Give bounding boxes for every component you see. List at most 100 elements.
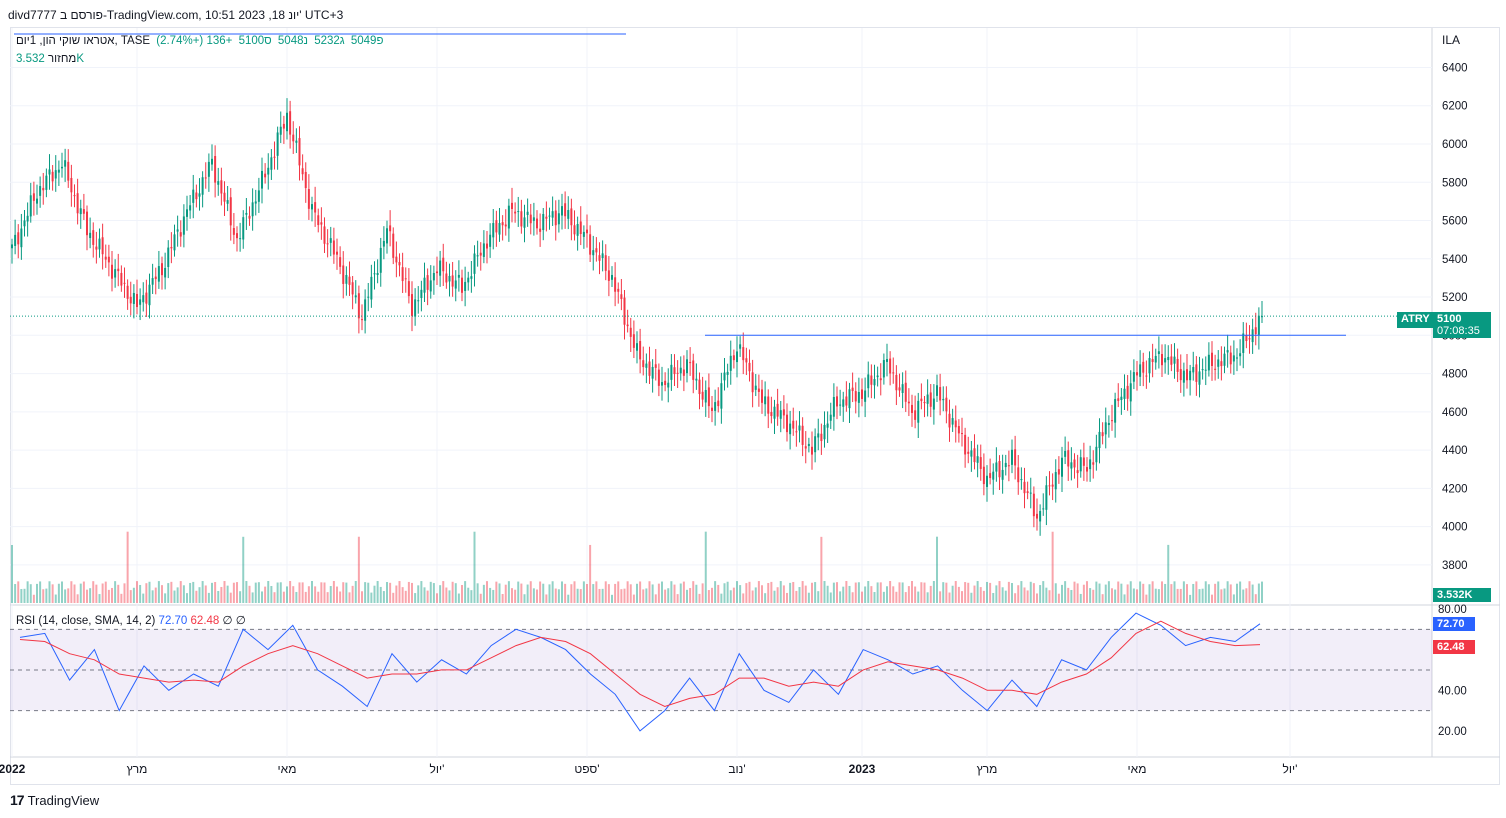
- volume-bar: [945, 582, 948, 603]
- volume-bar: [717, 584, 720, 603]
- volume-bar: [989, 582, 992, 603]
- candle-body: [1226, 350, 1229, 353]
- volume-bar: [582, 581, 585, 603]
- volume-bar: [1082, 584, 1085, 603]
- volume-bar: [392, 592, 395, 603]
- candle-body: [626, 324, 629, 327]
- volume-bar: [801, 581, 804, 603]
- volume-bar: [1251, 584, 1254, 603]
- time-tick-label: 2023: [849, 762, 876, 776]
- volume-bar: [373, 585, 376, 603]
- volume-bar: [292, 586, 295, 603]
- candle-body: [1192, 367, 1195, 373]
- candle-body: [242, 217, 245, 240]
- rsi-label: RSI (14, close, SMA, 14, 2): [16, 615, 156, 627]
- candle-body: [64, 160, 67, 167]
- volume-bar: [632, 594, 635, 603]
- volume-bar: [1117, 581, 1120, 603]
- volume-bar: [998, 581, 1001, 603]
- volume-bar: [714, 581, 717, 603]
- candle-body: [992, 471, 995, 480]
- volume-bar: [304, 591, 307, 603]
- candle-body: [651, 366, 654, 379]
- volume-bar: [870, 586, 873, 603]
- candle-body: [536, 218, 538, 229]
- candle-body: [1061, 457, 1063, 477]
- candle-body: [276, 132, 279, 156]
- candle-body: [739, 344, 742, 349]
- volume-bar: [1236, 583, 1238, 603]
- candle-body: [348, 276, 351, 285]
- volume-bar: [51, 584, 54, 603]
- volume-bar: [32, 594, 35, 603]
- volume-legend: מחזור 3.532K: [16, 53, 84, 65]
- volume-bar: [279, 582, 282, 603]
- candle-body: [586, 229, 588, 234]
- volume-bar: [1220, 589, 1223, 603]
- rsi-tick-label: 20.00: [1438, 726, 1467, 738]
- candle-body: [723, 372, 726, 381]
- candle-body: [720, 383, 723, 409]
- candle-body: [23, 220, 26, 227]
- volume-bar: [442, 581, 445, 603]
- volume-bar: [879, 582, 882, 603]
- candle-body: [889, 358, 892, 374]
- volume-bar: [779, 581, 782, 603]
- volume-bar: [173, 590, 176, 603]
- volume-bar: [1204, 581, 1207, 603]
- volume-bar: [1226, 581, 1229, 603]
- volume-bar: [492, 589, 495, 603]
- candle-body: [464, 281, 467, 291]
- candle-body: [404, 278, 407, 280]
- candle-body: [879, 378, 882, 381]
- candle-body: [489, 234, 492, 247]
- volume-bar: [520, 583, 523, 603]
- candle-body: [401, 267, 404, 282]
- candle-body: [1073, 459, 1076, 468]
- legend-open: פ5049: [350, 35, 384, 47]
- volume-bar: [1254, 594, 1257, 603]
- volume-bar: [336, 586, 338, 603]
- volume-bar: [76, 594, 79, 603]
- volume-bar: [1026, 590, 1029, 603]
- chart-frame: [10, 27, 1500, 785]
- volume-bar: [26, 581, 29, 603]
- candle-body: [1095, 446, 1098, 463]
- candle-body: [811, 446, 813, 455]
- volume-bar: [792, 581, 795, 603]
- candle-body: [157, 266, 160, 282]
- candle-body: [757, 388, 760, 392]
- volume-bar: [573, 581, 576, 603]
- candle-body: [29, 195, 32, 217]
- volume-bar: [220, 586, 223, 603]
- candle-body: [1195, 364, 1198, 382]
- volume-bar: [914, 586, 917, 603]
- volume-bar: [182, 585, 185, 603]
- volume-bar: [1211, 594, 1213, 603]
- candle-body: [67, 161, 70, 181]
- candle-body: [73, 195, 76, 197]
- candle-body: [248, 215, 251, 219]
- volume-bar: [1020, 581, 1023, 603]
- volume-bar: [167, 583, 170, 603]
- candle-body: [486, 243, 488, 249]
- candle-body: [1098, 431, 1101, 449]
- volume-bar: [1054, 583, 1057, 603]
- volume-bar: [195, 590, 198, 603]
- volume-bar: [667, 588, 670, 603]
- candle-body: [286, 112, 288, 132]
- rsi-sma-value: 62.48: [190, 615, 220, 627]
- volume-bar: [867, 581, 870, 603]
- candle-body: [436, 271, 438, 274]
- volume-bar: [1186, 584, 1188, 603]
- price-tag-value: 5100: [1437, 313, 1462, 325]
- volume-bar: [836, 582, 838, 603]
- candle-body: [807, 443, 810, 447]
- volume-bar: [1142, 583, 1145, 603]
- volume-bar: [461, 585, 463, 603]
- candle-body: [923, 401, 926, 404]
- volume-bar: [748, 581, 751, 603]
- volume-bar: [545, 594, 548, 603]
- volume-bar: [704, 531, 707, 603]
